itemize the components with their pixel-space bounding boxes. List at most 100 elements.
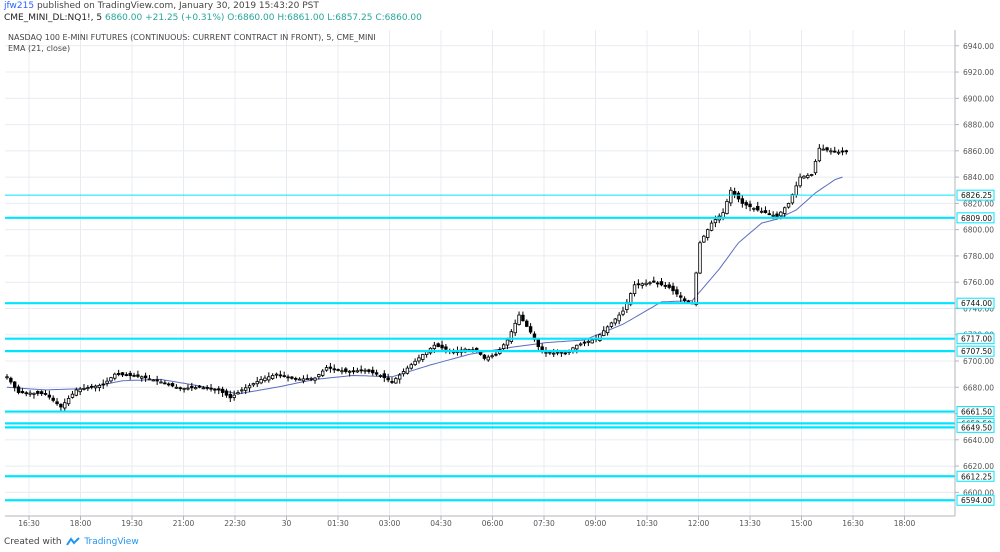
- candle-body: [394, 378, 398, 384]
- candle-body: [582, 341, 587, 344]
- candle-body: [347, 370, 352, 373]
- candle-body: [36, 391, 40, 394]
- candle-body: [590, 339, 594, 344]
- candle-body: [490, 355, 494, 358]
- candle-body: [324, 367, 329, 371]
- candle-body: [355, 370, 360, 373]
- candle-body: [63, 402, 67, 409]
- candle-body: [698, 242, 702, 274]
- created-with-text: Created with: [4, 537, 62, 547]
- candle-body: [43, 393, 48, 395]
- price-tick-label: 6900.00: [963, 94, 994, 103]
- candles-group: [5, 144, 848, 412]
- ema-line: [6, 176, 843, 395]
- candle-body: [240, 389, 244, 392]
- candle-body: [759, 210, 764, 213]
- candle-body: [786, 202, 791, 208]
- candle-body: [59, 403, 63, 408]
- candle-body: [517, 314, 521, 325]
- price-tick-label: 6600.00: [963, 488, 994, 497]
- candle-body: [278, 374, 283, 377]
- candle-body: [340, 370, 344, 373]
- price-tick-label: 6760.00: [963, 278, 994, 287]
- candle-body: [482, 354, 487, 359]
- author-link[interactable]: jfw215: [4, 1, 35, 11]
- candle-body: [105, 380, 109, 384]
- candle-body: [274, 373, 279, 376]
- candle-body: [686, 300, 691, 303]
- candle-body: [632, 284, 637, 294]
- candle-body: [505, 339, 510, 346]
- candle-body: [494, 353, 498, 356]
- time-tick-label: 15:00: [791, 519, 813, 528]
- candle-body: [5, 376, 9, 379]
- candle-body: [39, 391, 44, 395]
- candle-body: [748, 203, 752, 208]
- candle-body: [97, 384, 102, 389]
- price-tick-label: 6680.00: [963, 383, 994, 392]
- candle-body: [151, 379, 155, 382]
- candle-body: [297, 378, 302, 381]
- header: jfw215 published on TradingView.com, Jan…: [0, 0, 1000, 30]
- candle-body: [143, 375, 148, 379]
- candle-body: [732, 191, 737, 196]
- time-tick-label: 03:00: [379, 519, 401, 528]
- candle-body: [744, 202, 748, 206]
- price-tick-label: 6800.00: [963, 226, 994, 235]
- time-tick-label: 18:00: [70, 519, 92, 528]
- symbol-label[interactable]: CME_MINI_DL:NQ1!, 5: [4, 13, 103, 23]
- candle-body: [163, 382, 167, 385]
- candle-body: [679, 295, 683, 298]
- symbol-line: CME_MINI_DL:NQ1!, 5 6860.00 +21.25 (+0.3…: [4, 13, 422, 23]
- time-axis[interactable]: 16:30 18:00 19:30 21:00 22:30 30 01:30 03:00 04:…: [18, 516, 916, 528]
- candle-body: [663, 285, 668, 287]
- candle-body: [351, 370, 356, 373]
- candle-body: [193, 387, 198, 390]
- level-label-box: [956, 406, 995, 418]
- time-tick-label: 16:30: [18, 519, 40, 528]
- candle-body: [740, 198, 745, 204]
- candle-body: [28, 392, 32, 395]
- price-tick-label: 6940.00: [963, 42, 994, 51]
- time-tick-label: 21:00: [173, 519, 195, 528]
- candle-body: [413, 360, 417, 365]
- candle-body: [636, 283, 641, 286]
- candle-body: [24, 392, 28, 395]
- level-label-box: [956, 494, 995, 506]
- candle-body: [9, 377, 13, 383]
- candle-body: [55, 401, 59, 405]
- candle-body: [259, 378, 263, 384]
- candle-body: [174, 386, 179, 389]
- candle-body: [621, 310, 625, 315]
- candle-body: [305, 378, 309, 381]
- candle-body: [667, 284, 671, 288]
- level-label: 6612.25: [961, 472, 992, 481]
- candle-body: [186, 387, 190, 390]
- candle-body: [817, 147, 822, 162]
- candle-body: [320, 370, 325, 376]
- candle-body: [648, 282, 652, 285]
- candle-body: [528, 326, 533, 333]
- tradingview-brand[interactable]: TradingView: [84, 537, 139, 547]
- price-tick-label: 6920.00: [963, 68, 994, 77]
- candle-body: [525, 320, 529, 327]
- price-tick-label: 6780.00: [963, 252, 994, 261]
- price-tick-label: 6640.00: [963, 436, 994, 445]
- candle-body: [313, 377, 317, 381]
- candle-body: [109, 377, 113, 382]
- candle-body: [706, 229, 710, 238]
- candle-body: [409, 364, 413, 369]
- candle-body: [779, 211, 783, 217]
- candle-body: [255, 381, 259, 385]
- level-label: 6826.25: [961, 191, 992, 200]
- candle-body: [286, 376, 290, 379]
- created-with-line: Created with TradingView: [4, 537, 139, 547]
- candle-body: [509, 331, 514, 342]
- price-tick-label: 6700.00: [963, 357, 994, 366]
- candle-body: [790, 194, 795, 204]
- candle-body: [386, 377, 390, 381]
- time-tick-label: 04:30: [430, 519, 452, 528]
- price-tick-label: 6840.00: [963, 173, 994, 182]
- candle-body: [47, 394, 52, 398]
